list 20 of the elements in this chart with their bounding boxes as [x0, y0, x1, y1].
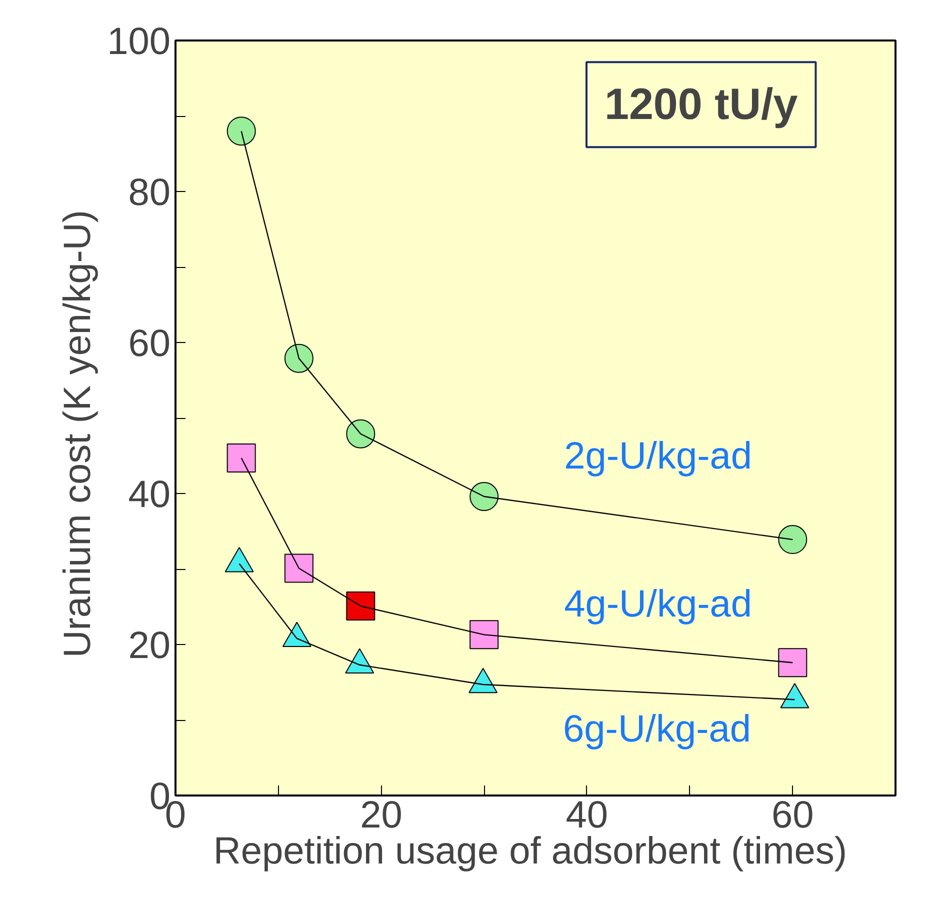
- y-tick-label: 60: [128, 323, 171, 365]
- text: 1200 tU/y: [604, 80, 798, 130]
- series-label: 6g-U/kg-ad: [563, 708, 752, 751]
- point: [226, 444, 256, 473]
- y-tick-label: 40: [128, 474, 171, 516]
- y-tick-label: 100: [107, 21, 171, 63]
- series-label: 2g-U/kg-ad: [564, 436, 752, 478]
- series-label: 4g-U/kg-ad: [564, 584, 752, 626]
- y-tick-label: 20: [128, 625, 171, 667]
- y-axis-title: Uranium cost (K yen/kg-U): [57, 210, 100, 658]
- point: [346, 591, 376, 620]
- point: [284, 554, 314, 583]
- point: [470, 482, 499, 511]
- point: [346, 419, 376, 448]
- point: [778, 525, 808, 554]
- point: [226, 116, 256, 146]
- point: [470, 620, 499, 650]
- point: [778, 648, 808, 678]
- point: [284, 344, 314, 373]
- y-tick-label: 80: [128, 172, 171, 214]
